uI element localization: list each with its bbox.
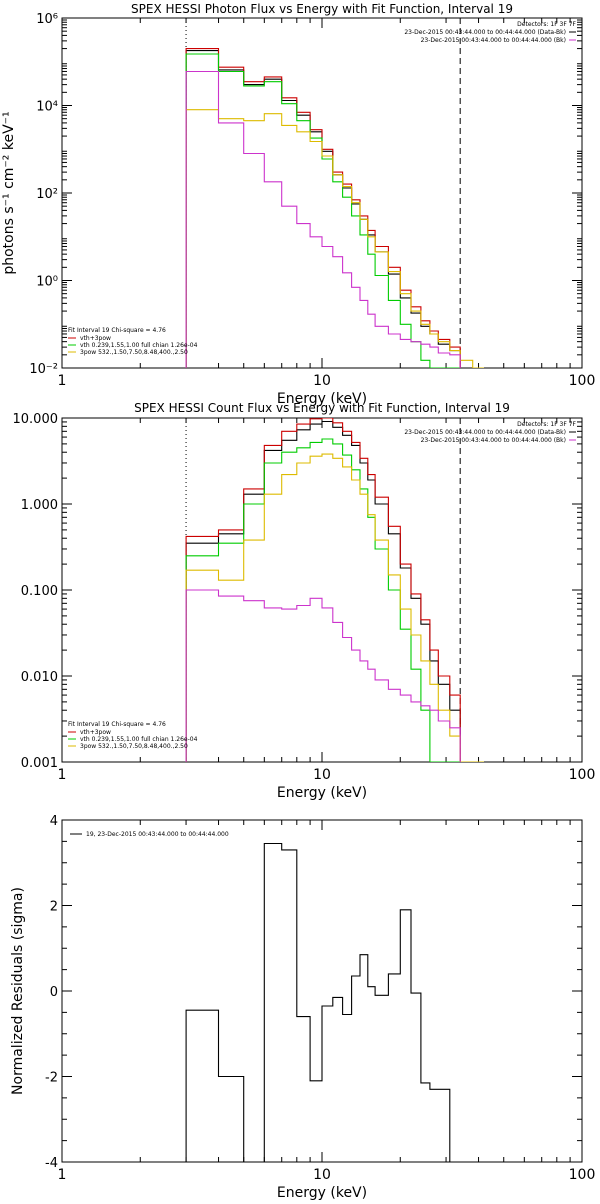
plot-frame — [61, 819, 583, 1163]
legend-detectors: Detectors: 1F 3F 7F — [517, 21, 576, 28]
y-tick-label: 0.001 — [21, 756, 58, 771]
legend-entry: 23-Dec-2015 00:43:44.000 to 00:44:44.000… — [404, 29, 566, 36]
legend-entry: 23-Dec-2015 00:43:44.000 to 00:44:44.000… — [404, 429, 566, 436]
y-tick-label: 10² — [36, 187, 58, 202]
series-line-vth3pow — [185, 418, 461, 762]
series-group — [185, 418, 484, 762]
legend-detectors: Detectors: 1F 3F 7F — [517, 421, 576, 428]
series-line-vth — [185, 53, 461, 368]
residuals-panel: 1 10 100 -4 -2 0 2 4 Energy (keV) Normalized Resi… — [10, 814, 596, 1201]
y-axis-label: Normalized Residuals (sigma) — [10, 887, 26, 1095]
series-line-bk — [185, 70, 461, 368]
series-line-3pow — [185, 453, 484, 762]
series-line-vth — [185, 438, 461, 762]
y-tick-label: -4 — [45, 1156, 58, 1171]
residual-legend-entry: 19, 23-Dec-2015 00:43:44.000 to 00:44:44… — [86, 831, 229, 838]
y-tick-label: 10⁴ — [36, 100, 58, 115]
series-line-vth3pow — [185, 48, 461, 368]
y-tick-label: 10⁻² — [29, 362, 58, 377]
x-tick-label: 10 — [313, 373, 331, 389]
fit-legend-entry: vth 0.239,1.55,1.00 full chian 1.26e-04 — [80, 342, 198, 349]
x-tick-label: 1 — [58, 373, 67, 389]
y-tick-label: 10⁶ — [36, 12, 58, 27]
x-tick-label: 10 — [313, 1167, 331, 1183]
plot-frame — [61, 17, 583, 369]
y-tick-label: 10.000 — [13, 412, 59, 427]
x-tick-label: 100 — [569, 1167, 596, 1183]
fit-legend-header: Fit Interval 19 Chi-square = 4.76 — [68, 327, 166, 334]
photon-flux-panel: 1 10 100 10⁻² 10⁰ 10² 10⁴ 10⁶ SPEX HESSI Photon … — [1, 2, 595, 407]
series-line-3pow — [185, 109, 484, 368]
y-tick-label: -2 — [45, 1071, 58, 1086]
y-tick-label: 1.000 — [21, 498, 58, 513]
x-tick-label: 1 — [58, 1167, 67, 1183]
fit-legend-header: Fit Interval 19 Chi-square = 4.76 — [68, 721, 166, 728]
x-axis-label: Energy (keV) — [277, 391, 367, 407]
y-tick-label: 0 — [50, 985, 58, 1000]
y-tick-label: 4 — [50, 814, 58, 829]
series-line-databk — [185, 50, 461, 368]
chart-title: SPEX HESSI Photon Flux vs Energy with Fi… — [131, 2, 513, 16]
series-line-19 — [185, 842, 461, 1162]
legend-entry: 23-Dec-2015 00:43:44.000 to 00:44:44.000… — [421, 37, 566, 44]
y-tick-label: 2 — [50, 900, 58, 915]
x-tick-label: 1 — [58, 767, 67, 783]
fit-legend-entry: vth+3pow — [80, 729, 111, 736]
y-tick-label: 10⁰ — [36, 275, 58, 290]
x-tick-label: 100 — [569, 767, 596, 783]
fit-legend-entry: vth 0.239,1.55,1.00 full chian 1.26e-04 — [80, 736, 198, 743]
chart-title: SPEX HESSI Count Flux vs Energy with Fit… — [134, 401, 510, 415]
y-tick-label: 0.100 — [21, 584, 58, 599]
series-group — [185, 48, 484, 368]
y-axis-label: photons s⁻¹ cm⁻² keV⁻¹ — [1, 111, 17, 274]
series-line-databk — [185, 420, 461, 762]
count-flux-panel: 1 10 100 0.001 0.010 0.100 1.000 10.000 SPEX HES… — [13, 401, 596, 801]
x-tick-label: 10 — [313, 767, 331, 783]
series-group — [185, 842, 461, 1162]
x-axis-label: Energy (keV) — [277, 785, 367, 801]
legend-entry: 23-Dec-2015 00:43:44.000 to 00:44:44.000… — [421, 437, 566, 444]
fit-legend-entry: 3pow 532.,1.50,7.50,8.48,400.,2.50 — [80, 743, 188, 750]
x-tick-label: 100 — [569, 373, 596, 389]
fit-legend-entry: 3pow 532.,1.50,7.50,8.48,400.,2.50 — [80, 349, 188, 356]
series-line-bk — [185, 589, 461, 762]
x-axis-label: Energy (keV) — [277, 1185, 367, 1200]
y-tick-label: 0.010 — [21, 670, 58, 685]
fit-legend-entry: vth+3pow — [80, 335, 111, 342]
plot-frame — [61, 417, 583, 763]
